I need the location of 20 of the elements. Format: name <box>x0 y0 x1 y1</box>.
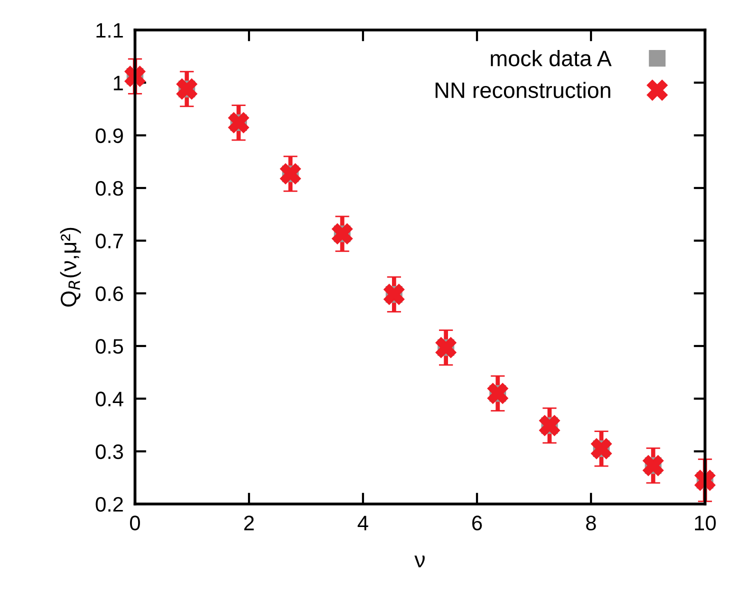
x-axis-title: ν <box>414 556 425 568</box>
legend-label: mock data A <box>490 50 612 66</box>
legend-label: NN reconstruction <box>436 82 610 98</box>
y-tick-label: 0.6 <box>96 286 123 302</box>
y-tick-label: 0.4 <box>96 392 124 406</box>
y-axis-title: Q$_{R}$(ν,μ²) <box>60 228 81 307</box>
x-tick-label: 6 <box>472 516 482 530</box>
y-tick-label: 1.1 <box>96 23 123 38</box>
y-tick-label: 0.9 <box>96 128 123 144</box>
x-tick-label: 0 <box>130 516 140 530</box>
x-tick-label: 2 <box>244 516 254 530</box>
x-tick-label: 8 <box>586 516 596 530</box>
x-tick-label: 10 <box>695 516 716 530</box>
y-tick-label: 0.5 <box>96 339 124 354</box>
y-tick-label: 0.2 <box>96 497 123 512</box>
y-tick-label: 0.8 <box>96 181 123 196</box>
x-tick-label: 4 <box>358 516 368 530</box>
y-tick-label: 0.7 <box>96 234 123 248</box>
y-tick-label: 1 <box>114 76 123 90</box>
y-tick-label: 0.3 <box>96 444 123 460</box>
